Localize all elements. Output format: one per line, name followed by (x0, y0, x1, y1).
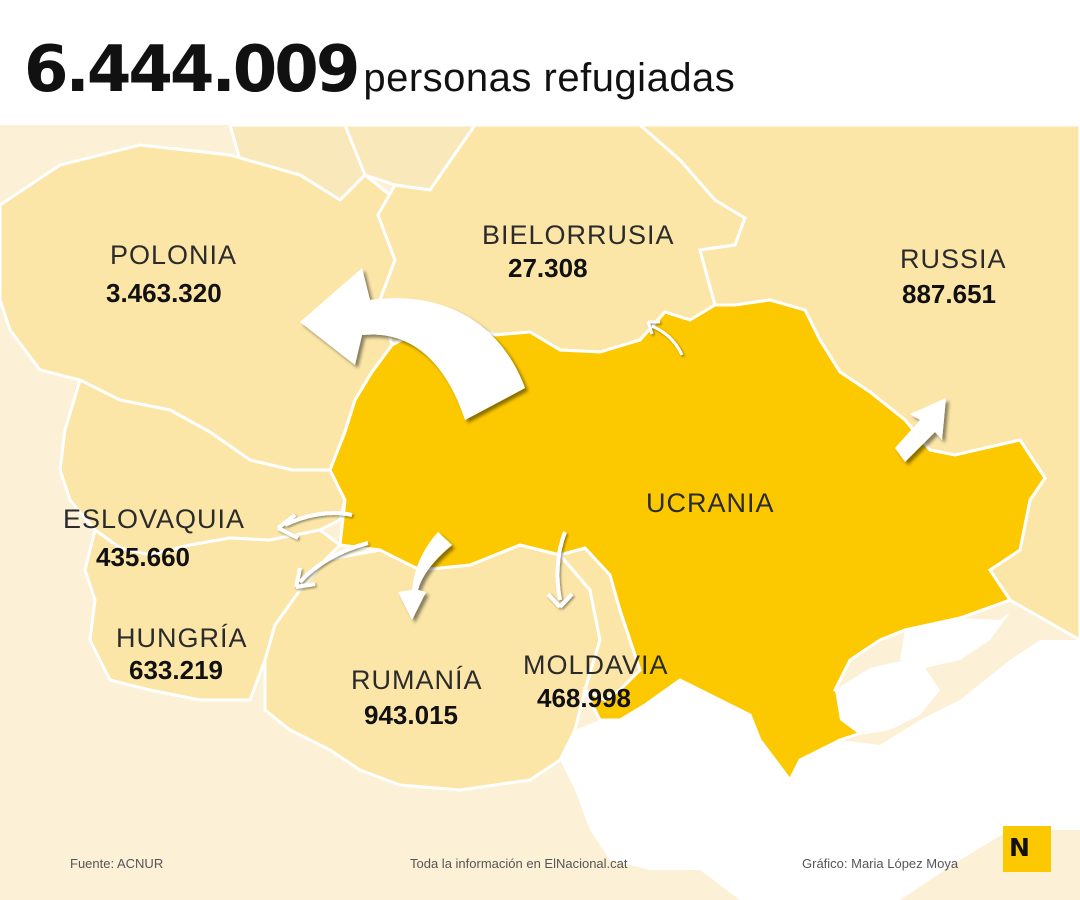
country-value-russia: 887.651 (902, 279, 996, 309)
black-sea (560, 640, 1080, 900)
arrow-to-poland (300, 268, 525, 420)
logo-letter: N (1009, 833, 1030, 862)
country-name-moldavia: MOLDAVIA (523, 650, 669, 680)
country-name-polonia: POLONIA (110, 240, 238, 270)
credit-note: Gráfico: Maria López Moya (802, 856, 959, 871)
elnacional-logo: N (1003, 826, 1051, 872)
refugee-total-label: personas refugiadas (363, 56, 736, 100)
country-name-eslovaquia: ESLOVAQUIA (63, 504, 246, 534)
arrow-to-russia (895, 398, 946, 462)
country-value-hungria: 633.219 (129, 655, 223, 685)
country-name-bielorrusia: BIELORRUSIA (482, 220, 675, 250)
country-name-russia: RUSSIA (900, 244, 1007, 274)
source-note: Fuente: ACNUR (70, 856, 164, 871)
arrow-to-moldova (546, 531, 574, 609)
country-name-ucrania: UCRANIA (646, 488, 775, 518)
refugee-total: 6.444.009 (24, 33, 360, 107)
country-value-eslovaquia: 435.660 (96, 542, 190, 572)
country-value-rumania: 943.015 (364, 700, 458, 730)
info-link[interactable]: Toda la información en ElNacional.cat (410, 856, 628, 871)
country-name-rumania: RUMANÍA (351, 665, 483, 695)
country-value-polonia: 3.463.320 (106, 278, 222, 308)
arrow-to-slovakia (276, 511, 353, 540)
region-crimea (835, 660, 940, 735)
country-value-moldavia: 468.998 (537, 683, 631, 713)
country-value-bielorrusia: 27.308 (508, 253, 588, 283)
arrow-to-hungary (294, 541, 369, 589)
headline: 6.444.009 personas refugiadas (24, 38, 735, 102)
country-name-hungria: HUNGRÍA (116, 623, 248, 653)
arrow-to-belarus (646, 320, 684, 356)
arrow-to-romania (398, 532, 452, 620)
